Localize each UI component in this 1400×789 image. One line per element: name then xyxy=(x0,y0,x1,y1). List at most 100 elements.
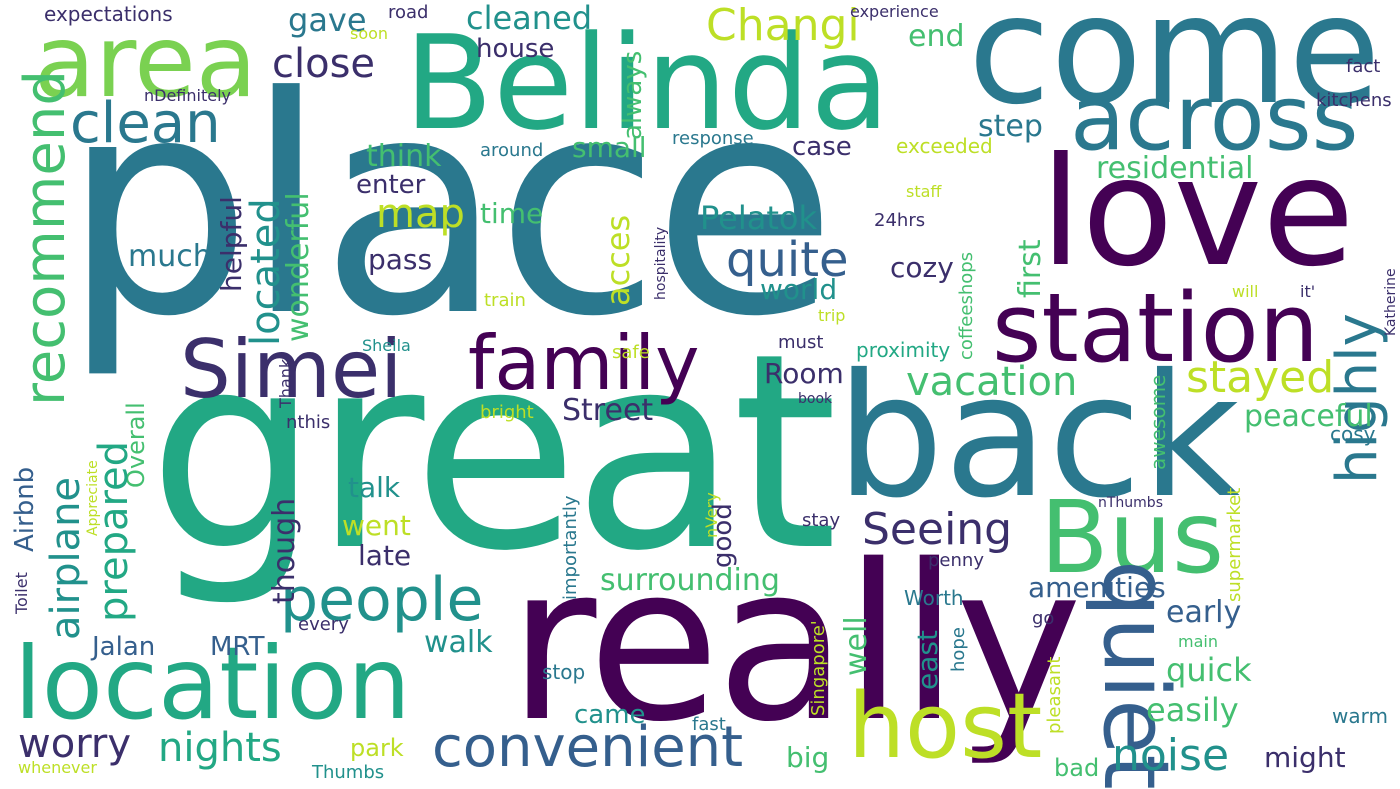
word-hospitality: hospitality xyxy=(653,226,669,300)
word-love: love xyxy=(1040,126,1355,300)
word-close: close xyxy=(272,41,376,87)
word-case: case xyxy=(792,132,852,162)
word-every: every xyxy=(298,614,349,635)
word-fact: fact xyxy=(1346,56,1381,77)
word-map: map xyxy=(376,191,465,237)
word-stop: stop xyxy=(542,660,586,684)
word-expectations: expectations xyxy=(44,2,173,26)
word-well: well xyxy=(839,616,874,676)
word-host: host xyxy=(848,674,1043,779)
word-staff: staff xyxy=(906,182,942,201)
word-worry: worry xyxy=(18,721,132,767)
word-changi: Changi xyxy=(706,0,860,51)
word-first: first xyxy=(1013,239,1048,298)
word-exceeded: exceeded xyxy=(896,134,993,158)
word-good: good xyxy=(708,503,738,568)
word-stayed: stayed xyxy=(1186,352,1335,403)
word-location: location xyxy=(14,625,411,742)
word-really: really xyxy=(508,518,1082,769)
word-time: time xyxy=(480,197,544,230)
word-come: come xyxy=(968,0,1381,138)
word-talk: talk xyxy=(348,471,401,504)
word-station: station xyxy=(992,274,1319,384)
word-thank: Thank xyxy=(276,358,295,408)
word-airbnb: Airbnb xyxy=(10,466,40,552)
word-soon: soon xyxy=(350,24,389,43)
word-surrounding: surrounding xyxy=(600,563,780,598)
word-airplane: airplane xyxy=(43,476,89,640)
word-helpful: helpful xyxy=(215,196,248,292)
word-cozy: cozy xyxy=(890,251,954,284)
word-gave: gave xyxy=(288,1,367,39)
word-main: main xyxy=(1178,632,1218,651)
word-enter: enter xyxy=(356,170,426,200)
word-wonderful: wonderful xyxy=(281,192,316,342)
word-residential: residential xyxy=(1096,151,1254,186)
word-people: people xyxy=(280,565,484,635)
word-peaceful: peaceful xyxy=(1244,399,1373,434)
word-penny: penny xyxy=(928,550,984,571)
word-prepared: prepared xyxy=(91,440,137,622)
word-recommend: recommend xyxy=(13,70,78,406)
word-came: came xyxy=(574,700,646,730)
word-house: house xyxy=(476,34,555,64)
word-might: might xyxy=(1264,741,1346,774)
word-pelatok: Pelatok xyxy=(700,199,817,237)
word-seeing: Seeing xyxy=(862,504,1013,555)
word-proximity: proximity xyxy=(856,338,951,362)
word-clean: clean xyxy=(70,91,221,156)
word-family: family xyxy=(468,319,700,407)
word-go: go xyxy=(1032,608,1055,629)
word-bright: bright xyxy=(480,402,534,423)
word-road: road xyxy=(388,2,429,23)
word-24hrs: 24hrs xyxy=(874,210,926,231)
word-small: small xyxy=(572,131,647,164)
word-area: area xyxy=(34,3,257,120)
word-bus: Bus xyxy=(1040,479,1225,596)
word-warm: warm xyxy=(1332,704,1388,728)
word-coffeeshops: coffeeshops xyxy=(956,251,977,360)
word-mrt: MRT xyxy=(210,632,265,662)
word-room: Room xyxy=(764,357,844,390)
word-response: response xyxy=(672,128,754,149)
word-end: end xyxy=(908,19,965,54)
word-step: step xyxy=(978,109,1043,144)
word-fast: fast xyxy=(692,714,726,735)
word-bad: bad xyxy=(1054,754,1100,782)
word-train: train xyxy=(484,290,526,311)
word-quick: quick xyxy=(1166,651,1252,689)
word-book: book xyxy=(798,391,833,407)
word-jalan: Jalan xyxy=(92,632,156,662)
word-across: across xyxy=(1070,66,1359,171)
word-nthumbs: nThumbs xyxy=(1098,495,1163,511)
word-located: located xyxy=(243,198,289,346)
word-big: big xyxy=(786,741,830,774)
word-hope: hope xyxy=(948,627,969,672)
word-pleasant: pleasant xyxy=(1044,656,1065,734)
word-supermarket: supermarket xyxy=(1224,487,1245,602)
word-think: think xyxy=(366,139,442,174)
word-noise: noise xyxy=(1112,730,1230,781)
word-back: back xyxy=(836,338,1240,536)
word-though: though xyxy=(267,497,302,604)
word-much: much xyxy=(128,239,212,274)
word-whenever: whenever xyxy=(18,758,97,777)
word-pass: pass xyxy=(368,243,433,276)
word-acces: acces xyxy=(599,214,637,306)
word-must: must xyxy=(778,332,824,353)
word-walk: walk xyxy=(424,625,493,660)
word-cleaned: cleaned xyxy=(466,0,593,37)
word-vacation: vacation xyxy=(906,359,1078,405)
word-belinda: Belinda xyxy=(404,7,890,159)
word-amenities: amenities xyxy=(1028,571,1166,604)
word-awesome: awesome xyxy=(1146,374,1170,470)
word-cosy: cosy xyxy=(1330,422,1376,446)
word-easily: easily xyxy=(1146,691,1239,729)
word-importantly: importantly xyxy=(560,495,581,600)
word-early: early xyxy=(1166,595,1242,630)
word-street: Street xyxy=(562,393,654,428)
word-nights: nights xyxy=(158,725,282,771)
word-always: always xyxy=(618,50,648,140)
word-sheila: Sheila xyxy=(362,336,411,355)
